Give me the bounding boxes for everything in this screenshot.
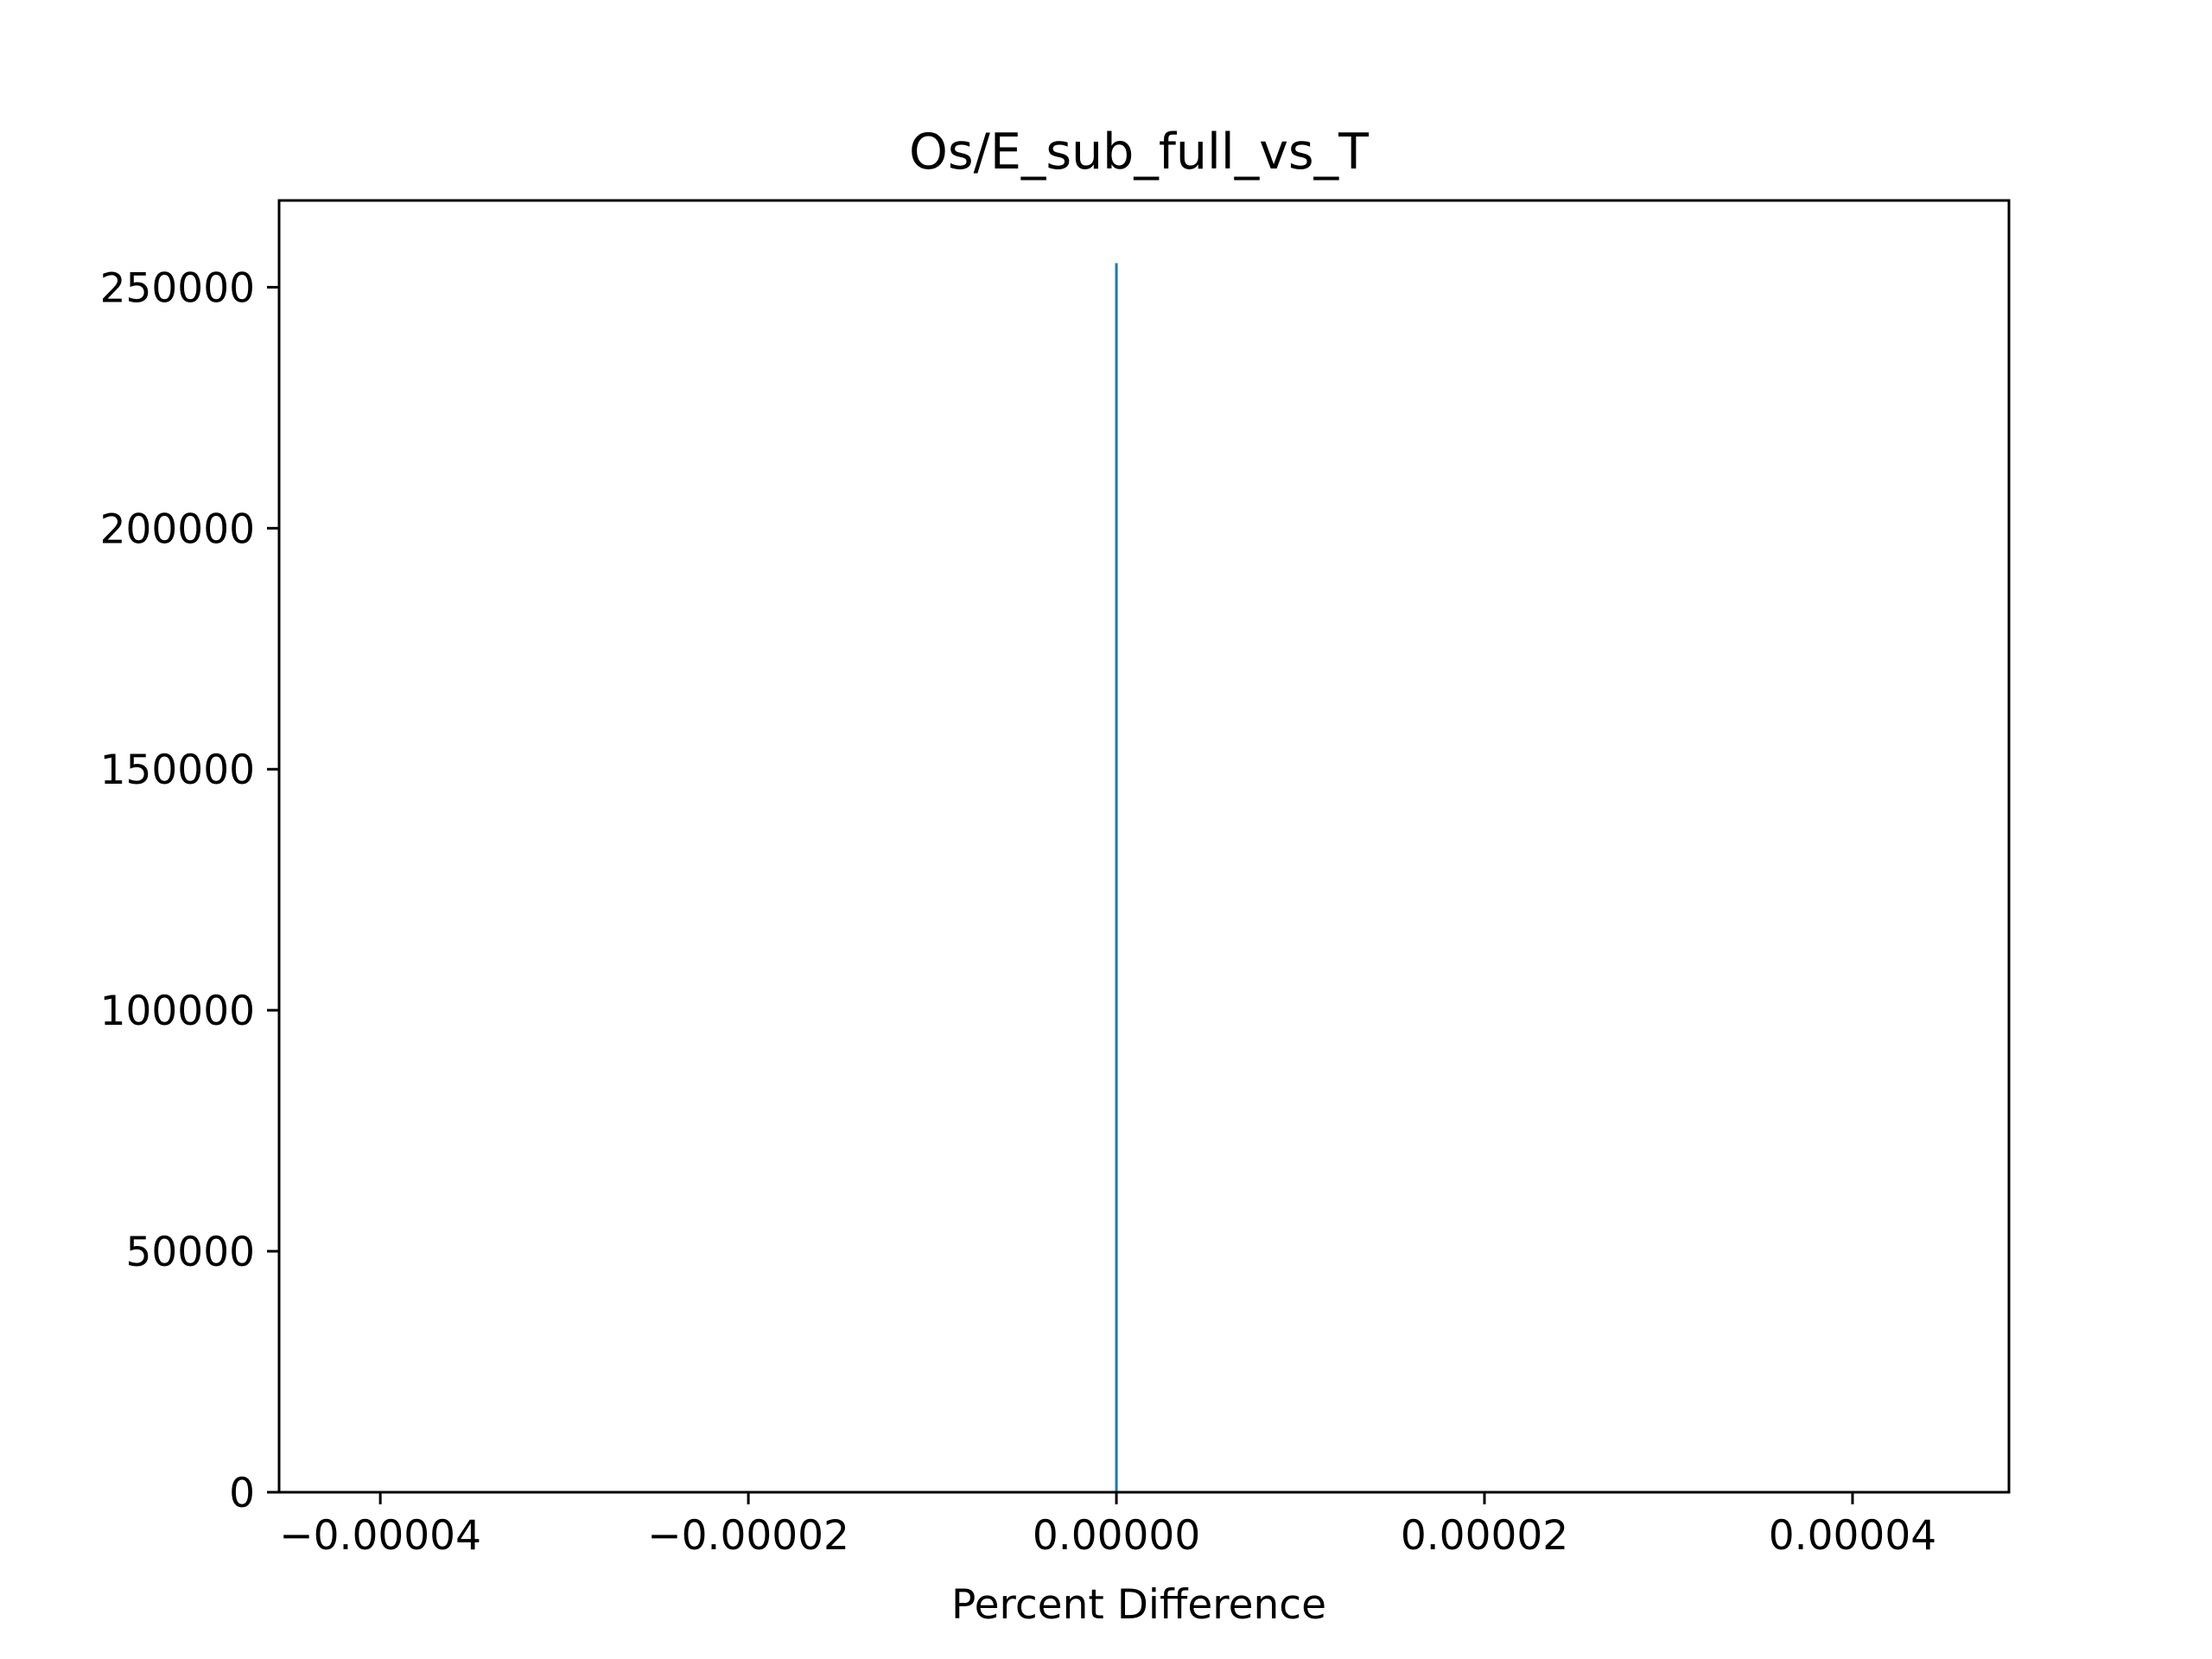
x-axis: −0.00004 −0.00002 0.00000 0.00002 0.00004	[279, 1492, 1936, 1560]
plot-area-frame	[277, 199, 2011, 1494]
x-axis-label: Percent Difference	[951, 1581, 1326, 1629]
chart-title: Os/E_sub_full_vs_T	[909, 124, 1369, 181]
x-tick-label: 0.00000	[1033, 1512, 1200, 1560]
y-tick-label: 150000	[100, 747, 255, 794]
histogram-bar	[1115, 263, 1118, 1492]
y-tick-label: 250000	[100, 264, 255, 312]
y-tick-label: 200000	[100, 505, 255, 553]
x-tick-label: 0.00002	[1401, 1512, 1568, 1560]
y-tick-label: 50000	[125, 1229, 255, 1276]
x-tick-label: −0.00004	[279, 1512, 481, 1560]
bars-layer	[1115, 263, 1118, 1492]
x-tick-label: 0.00004	[1769, 1512, 1936, 1560]
y-tick-label: 100000	[100, 988, 255, 1035]
y-tick-label: 0	[229, 1470, 255, 1517]
x-tick-label: −0.00002	[647, 1512, 849, 1560]
y-axis: 0 50000 100000 150000 200000 250000	[100, 264, 279, 1517]
